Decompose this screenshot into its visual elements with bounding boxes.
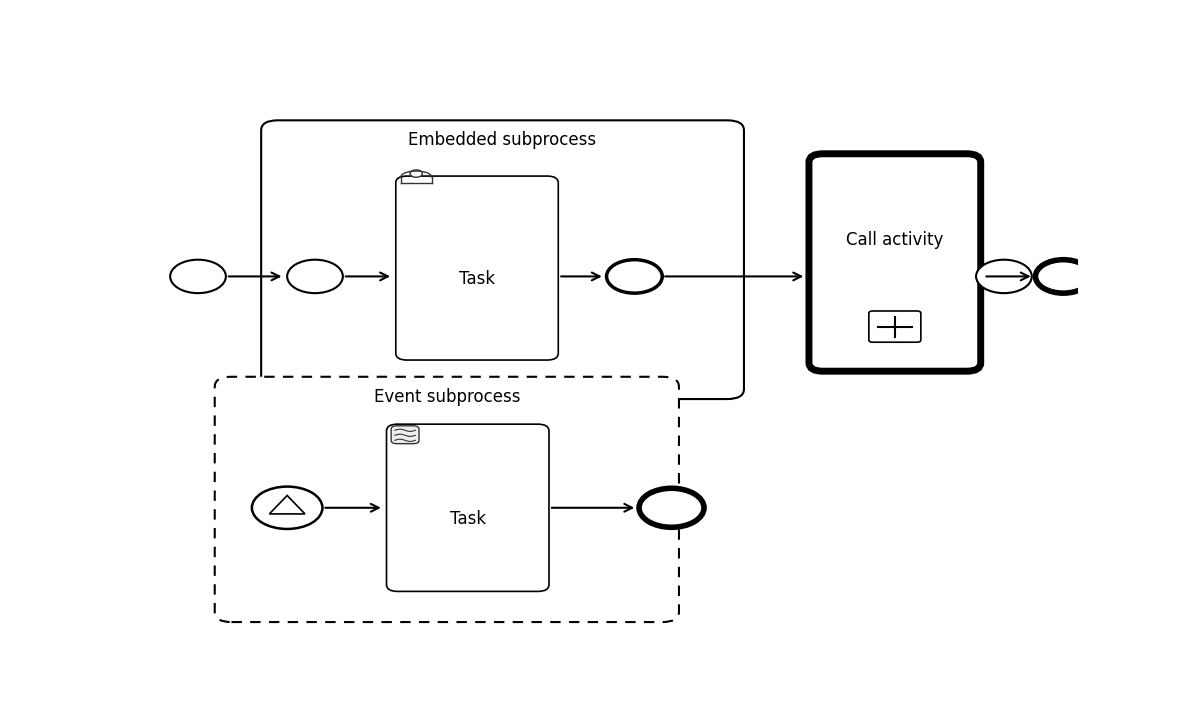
Text: Call activity: Call activity — [846, 231, 944, 249]
Circle shape — [1035, 260, 1091, 293]
FancyBboxPatch shape — [395, 176, 558, 360]
FancyBboxPatch shape — [392, 426, 419, 444]
FancyBboxPatch shape — [809, 153, 981, 371]
Text: Task: Task — [449, 510, 486, 528]
Circle shape — [252, 487, 322, 529]
Text: Task: Task — [459, 270, 495, 288]
Text: Event subprocess: Event subprocess — [374, 388, 520, 406]
Circle shape — [170, 260, 226, 293]
Polygon shape — [270, 495, 305, 514]
Circle shape — [639, 488, 704, 527]
Circle shape — [410, 170, 423, 177]
Circle shape — [288, 260, 343, 293]
FancyBboxPatch shape — [214, 376, 679, 622]
Text: Embedded subprocess: Embedded subprocess — [409, 132, 597, 149]
FancyBboxPatch shape — [387, 424, 549, 592]
FancyBboxPatch shape — [261, 120, 744, 399]
Circle shape — [976, 260, 1031, 293]
FancyBboxPatch shape — [869, 311, 921, 342]
Circle shape — [606, 260, 662, 293]
